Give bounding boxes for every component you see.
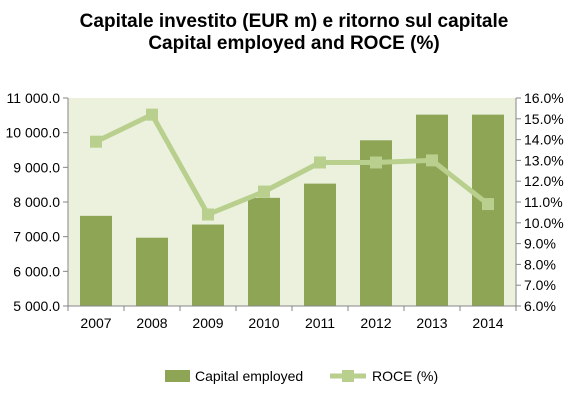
left-axis-tick-label: 6 000.0	[13, 263, 60, 279]
right-axis-tick-label: 13.0%	[524, 152, 564, 168]
left-axis-tick-label: 7 000.0	[13, 229, 60, 245]
roce-point	[258, 185, 270, 198]
plot-area	[68, 98, 516, 306]
chart-subtitle: Capital employed and ROCE (%)	[148, 33, 440, 54]
left-axis-tick-label: 5 000.0	[13, 298, 60, 314]
right-axis-tick-label: 9.0%	[524, 236, 556, 252]
right-axis-tick-label: 14.0%	[524, 132, 564, 148]
legend-swatch-capital-employed	[165, 370, 190, 382]
right-axis-tick-label: 8.0%	[524, 256, 556, 272]
roce-point	[482, 198, 494, 211]
roce-line	[94, 112, 490, 217]
legend-label-capital-employed: Capital employed	[195, 368, 303, 384]
legend-swatch-marker-roce	[342, 370, 354, 382]
x-axis-tick-label: 2010	[248, 315, 279, 331]
x-axis-tick-label: 2008	[136, 315, 167, 331]
left-axis-tick-label: 9 000.0	[13, 159, 60, 175]
bar-capital-employed	[472, 114, 504, 306]
roce-point	[146, 108, 158, 121]
bar-capital-employed	[80, 215, 112, 306]
roce-point	[426, 154, 438, 167]
x-axis-tick-label: 2009	[192, 315, 223, 331]
right-axis-tick-label: 6.0%	[524, 298, 556, 314]
right-axis-tick-label: 10.0%	[524, 215, 564, 231]
bar-capital-employed	[192, 224, 224, 306]
legend-label-roce: ROCE (%)	[372, 368, 438, 384]
right-axis-tick-label: 15.0%	[524, 111, 564, 127]
left-axis-tick-label: 10 000.0	[6, 125, 61, 141]
x-axis-tick-label: 2012	[360, 315, 391, 331]
x-axis-tick-label: 2007	[80, 315, 111, 331]
chart-title: Capitale investito (EUR m) e ritorno sul…	[79, 11, 509, 32]
right-axis-tick-label: 12.0%	[524, 173, 564, 189]
bar-capital-employed	[136, 237, 168, 306]
right-axis-tick-label: 16.0%	[524, 90, 564, 106]
bar-capital-employed	[416, 114, 448, 306]
roce-point	[90, 135, 102, 148]
left-axis-tick-label: 11 000.0	[7, 90, 61, 106]
left-axis-tick-label: 8 000.0	[13, 194, 60, 210]
right-axis-tick-label: 11.0%	[524, 194, 563, 210]
x-axis-tick-label: 2011	[305, 315, 335, 331]
bar-capital-employed	[304, 183, 336, 306]
roce-point	[370, 156, 382, 169]
bar-capital-employed	[248, 197, 280, 306]
right-axis-tick-label: 7.0%	[524, 277, 556, 293]
roce-point	[202, 208, 214, 221]
x-axis-tick-label: 2013	[416, 315, 447, 331]
x-axis-tick-label: 2014	[472, 315, 503, 331]
roce-point	[314, 156, 326, 169]
